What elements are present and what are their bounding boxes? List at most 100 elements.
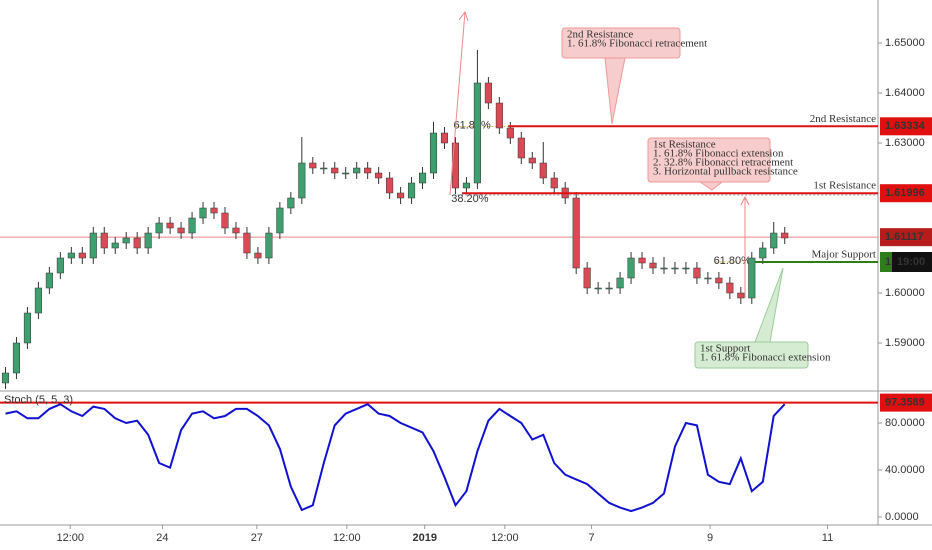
price-tag-label: 1.61117 bbox=[885, 231, 924, 243]
price-tag bbox=[880, 393, 932, 412]
candle-body bbox=[1, 372, 10, 384]
callout-pointer bbox=[699, 181, 723, 191]
indicator-name: Stoch (5, 5, 3) bbox=[4, 394, 73, 406]
candle-body bbox=[177, 227, 185, 234]
callout-box bbox=[647, 137, 771, 183]
candle-body bbox=[649, 262, 657, 269]
x-tick-label: 12:00 bbox=[491, 532, 519, 544]
candle-body bbox=[34, 287, 42, 314]
candle-body bbox=[210, 207, 218, 214]
candle-body bbox=[517, 137, 525, 159]
candle-body bbox=[386, 177, 394, 194]
y-tick-label: 1.63000 bbox=[885, 137, 925, 149]
fib-label: 38.20% bbox=[451, 193, 489, 205]
candle-body bbox=[572, 197, 580, 269]
candle-body bbox=[364, 167, 372, 174]
countdown-tag bbox=[892, 252, 932, 272]
candle-body bbox=[309, 162, 317, 169]
candle-body bbox=[89, 232, 97, 259]
candle-body bbox=[100, 232, 108, 249]
level-name: Major Support bbox=[812, 249, 876, 261]
candle-body bbox=[528, 157, 536, 164]
candle-body bbox=[451, 142, 460, 189]
price-tag bbox=[880, 117, 932, 136]
candle-body bbox=[375, 172, 383, 179]
callout-text: 1st Support bbox=[700, 343, 750, 355]
candle-body bbox=[462, 182, 470, 189]
countdown-label: 19:00 bbox=[897, 256, 925, 268]
callout-text: 1. 61.8% Fibonacci retracement bbox=[567, 38, 707, 50]
candle-body bbox=[276, 207, 284, 234]
callout-text: 1. 61.8% Fibonacci extension bbox=[653, 148, 784, 160]
candle-body bbox=[539, 162, 547, 179]
candle-body bbox=[331, 167, 339, 174]
fib-label: 61.80% bbox=[453, 119, 491, 131]
level-name: 2nd Resistance bbox=[810, 113, 876, 125]
candle-body bbox=[627, 257, 635, 279]
candle-body bbox=[704, 277, 712, 280]
callout-pointer bbox=[754, 267, 784, 343]
stoch-line bbox=[5, 403, 786, 513]
candle-body bbox=[616, 277, 624, 289]
candle-body bbox=[243, 232, 251, 254]
callout-box bbox=[561, 27, 681, 59]
candle-body bbox=[133, 237, 141, 249]
candle-body bbox=[122, 237, 130, 244]
candle-body bbox=[78, 252, 86, 259]
candle-body bbox=[320, 167, 328, 170]
price-tag-label: 1 bbox=[885, 256, 891, 268]
arrow bbox=[740, 195, 750, 298]
candle-body bbox=[605, 287, 613, 290]
candle-body bbox=[660, 267, 668, 270]
candle-body bbox=[188, 217, 196, 234]
x-tick-label: 12:00 bbox=[333, 532, 361, 544]
candle-body bbox=[254, 252, 262, 259]
x-tick-label: 24 bbox=[156, 532, 168, 544]
candle-body bbox=[440, 132, 449, 144]
y-tick-label: 40.0000 bbox=[885, 464, 925, 476]
candle-body bbox=[23, 312, 31, 344]
level-name: 1st Resistance bbox=[813, 180, 876, 192]
x-tick-label: 27 bbox=[251, 532, 263, 544]
candle-body bbox=[199, 207, 207, 219]
y-tick-label: 1.65000 bbox=[885, 37, 925, 49]
candle-body bbox=[232, 227, 240, 234]
x-tick-label: 9 bbox=[707, 532, 713, 544]
x-tick-label: 2019 bbox=[412, 532, 436, 544]
price-tag-label: 97.3589 bbox=[885, 397, 925, 409]
x-tick-label: 11 bbox=[822, 532, 833, 544]
y-tick-label: 80.0000 bbox=[885, 417, 925, 429]
candle-body bbox=[781, 232, 789, 239]
candle-body bbox=[638, 257, 646, 264]
candle-body bbox=[408, 182, 416, 199]
callout-pointer bbox=[604, 57, 626, 125]
candle-body bbox=[715, 277, 723, 284]
candle-body bbox=[67, 252, 75, 259]
y-tick-label: 1.59000 bbox=[885, 337, 925, 349]
x-tick-label: 7 bbox=[588, 532, 594, 544]
candle-body bbox=[265, 232, 273, 259]
arrow bbox=[449, 10, 469, 196]
candle-body bbox=[429, 132, 438, 174]
candle-body bbox=[166, 222, 174, 229]
y-tick-label: 1.64000 bbox=[885, 87, 925, 99]
callout-text: 3. Horizontal pullback resistance bbox=[653, 166, 798, 178]
candle-body bbox=[682, 267, 690, 270]
candle-body bbox=[759, 247, 767, 259]
candle-body bbox=[342, 172, 350, 175]
candle-body bbox=[45, 272, 53, 289]
candle-body bbox=[671, 267, 679, 270]
callout-text: 2nd Resistance bbox=[567, 29, 633, 41]
price-tag-label: 1.63334 bbox=[885, 120, 926, 132]
candle-body bbox=[144, 232, 152, 249]
candle-body bbox=[693, 267, 701, 279]
candle-body bbox=[550, 177, 558, 189]
candle-body bbox=[353, 167, 361, 174]
candle-body bbox=[397, 192, 405, 199]
callout-text: 1st Resistance bbox=[653, 139, 716, 151]
candle-body bbox=[221, 212, 229, 229]
candle-body bbox=[418, 172, 427, 184]
price-tag-label: 1.61996 bbox=[885, 187, 925, 199]
candle-body bbox=[770, 232, 778, 249]
